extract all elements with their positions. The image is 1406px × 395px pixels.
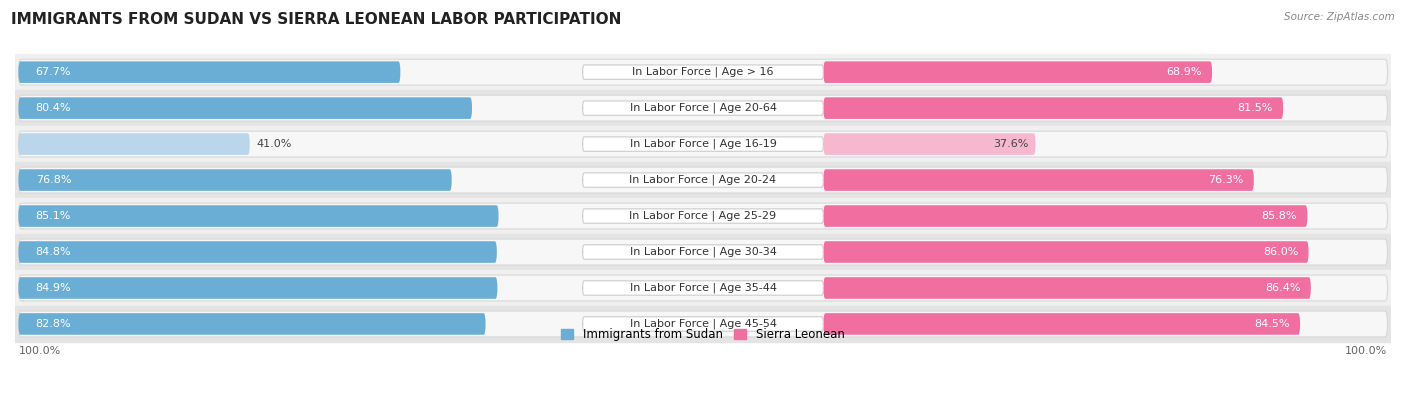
FancyBboxPatch shape bbox=[582, 137, 824, 151]
Bar bbox=[15, 90, 1391, 126]
FancyBboxPatch shape bbox=[18, 313, 485, 335]
FancyBboxPatch shape bbox=[582, 281, 824, 295]
FancyBboxPatch shape bbox=[824, 169, 1254, 191]
Bar bbox=[15, 270, 1391, 306]
Bar bbox=[15, 198, 1391, 234]
FancyBboxPatch shape bbox=[18, 61, 401, 83]
Text: 86.4%: 86.4% bbox=[1265, 283, 1301, 293]
FancyBboxPatch shape bbox=[824, 97, 1284, 119]
FancyBboxPatch shape bbox=[18, 59, 1388, 85]
Text: In Labor Force | Age 20-64: In Labor Force | Age 20-64 bbox=[630, 103, 776, 113]
Text: 100.0%: 100.0% bbox=[1346, 346, 1388, 356]
Text: 85.1%: 85.1% bbox=[35, 211, 72, 221]
Text: 41.0%: 41.0% bbox=[257, 139, 292, 149]
FancyBboxPatch shape bbox=[18, 311, 1388, 337]
Bar bbox=[15, 54, 1391, 90]
Text: In Labor Force | Age 45-54: In Labor Force | Age 45-54 bbox=[630, 319, 776, 329]
FancyBboxPatch shape bbox=[18, 205, 499, 227]
Text: 86.0%: 86.0% bbox=[1263, 247, 1298, 257]
FancyBboxPatch shape bbox=[18, 95, 1388, 121]
Bar bbox=[15, 234, 1391, 270]
FancyBboxPatch shape bbox=[582, 317, 824, 331]
FancyBboxPatch shape bbox=[18, 275, 1388, 301]
Text: 100.0%: 100.0% bbox=[18, 346, 60, 356]
Bar bbox=[15, 126, 1391, 162]
Text: In Labor Force | Age 30-34: In Labor Force | Age 30-34 bbox=[630, 247, 776, 257]
Text: IMMIGRANTS FROM SUDAN VS SIERRA LEONEAN LABOR PARTICIPATION: IMMIGRANTS FROM SUDAN VS SIERRA LEONEAN … bbox=[11, 12, 621, 27]
Text: In Labor Force | Age 35-44: In Labor Force | Age 35-44 bbox=[630, 283, 776, 293]
Text: 85.8%: 85.8% bbox=[1261, 211, 1298, 221]
FancyBboxPatch shape bbox=[824, 313, 1301, 335]
FancyBboxPatch shape bbox=[18, 167, 1388, 193]
Text: 84.9%: 84.9% bbox=[35, 283, 72, 293]
Text: In Labor Force | Age 16-19: In Labor Force | Age 16-19 bbox=[630, 139, 776, 149]
FancyBboxPatch shape bbox=[18, 133, 250, 155]
Text: In Labor Force | Age 25-29: In Labor Force | Age 25-29 bbox=[630, 211, 776, 221]
FancyBboxPatch shape bbox=[824, 205, 1308, 227]
Legend: Immigrants from Sudan, Sierra Leonean: Immigrants from Sudan, Sierra Leonean bbox=[557, 323, 849, 346]
FancyBboxPatch shape bbox=[18, 239, 1388, 265]
Text: 84.5%: 84.5% bbox=[1254, 319, 1289, 329]
Text: Source: ZipAtlas.com: Source: ZipAtlas.com bbox=[1284, 12, 1395, 22]
FancyBboxPatch shape bbox=[582, 173, 824, 187]
FancyBboxPatch shape bbox=[824, 241, 1309, 263]
FancyBboxPatch shape bbox=[582, 101, 824, 115]
FancyBboxPatch shape bbox=[824, 133, 1036, 155]
Text: 76.3%: 76.3% bbox=[1208, 175, 1243, 185]
FancyBboxPatch shape bbox=[824, 277, 1310, 299]
FancyBboxPatch shape bbox=[18, 169, 451, 191]
Text: 84.8%: 84.8% bbox=[35, 247, 72, 257]
FancyBboxPatch shape bbox=[18, 97, 472, 119]
Text: 82.8%: 82.8% bbox=[35, 319, 72, 329]
FancyBboxPatch shape bbox=[18, 277, 498, 299]
Text: 80.4%: 80.4% bbox=[35, 103, 72, 113]
FancyBboxPatch shape bbox=[824, 61, 1212, 83]
Text: 67.7%: 67.7% bbox=[35, 67, 72, 77]
FancyBboxPatch shape bbox=[582, 209, 824, 223]
Bar bbox=[15, 306, 1391, 342]
FancyBboxPatch shape bbox=[18, 203, 1388, 229]
FancyBboxPatch shape bbox=[18, 241, 496, 263]
Text: In Labor Force | Age 20-24: In Labor Force | Age 20-24 bbox=[630, 175, 776, 185]
Text: 37.6%: 37.6% bbox=[993, 139, 1029, 149]
Bar bbox=[15, 162, 1391, 198]
FancyBboxPatch shape bbox=[582, 245, 824, 259]
FancyBboxPatch shape bbox=[582, 65, 824, 79]
Text: In Labor Force | Age > 16: In Labor Force | Age > 16 bbox=[633, 67, 773, 77]
Text: 76.8%: 76.8% bbox=[35, 175, 72, 185]
FancyBboxPatch shape bbox=[18, 131, 1388, 157]
Text: 81.5%: 81.5% bbox=[1237, 103, 1272, 113]
Text: 68.9%: 68.9% bbox=[1167, 67, 1202, 77]
